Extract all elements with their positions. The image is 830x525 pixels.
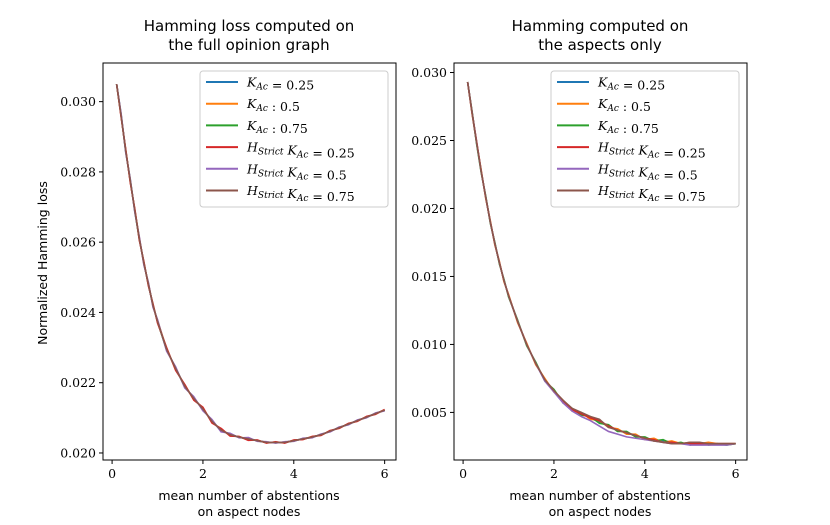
chart-left-title-line-1: Hamming loss computed on [144,17,355,35]
chart-right: Hamming computed on the aspects only mea… [411,17,748,519]
chart-right-xtick-label: 2 [550,466,558,481]
chart-left-legend-entry-2: KAc : 0.5 [246,96,300,114]
chart-right-legend-entry-1: KAc = 0.25 [597,75,665,93]
chart-left-xlabel-line-2: on aspect nodes [198,504,301,519]
chart-right-ticks: 0 2 4 6 0.005 0.010 0.015 0.020 0.025 0.030 [411,65,739,481]
chart-right-series-line-6 [466,81,736,445]
chart-left: Hamming loss computed on the full opinio… [35,17,397,519]
chart-left-title-line-2: the full opinion graph [168,36,329,54]
chart-left-axes-frame [102,62,397,461]
chart-left-xtick-label: 0 [108,466,116,481]
chart-right-ytick-label: 0.025 [411,133,447,148]
chart-left-xlabel-line-1: mean number of abstentions [158,488,339,503]
chart-right-xtick-label: 4 [641,466,649,481]
chart-left-ytick-label: 0.022 [60,375,96,390]
chart-left-legend-entry-3: KAc : 0.75 [246,118,308,136]
chart-left-legend-entry-4: HStrict KAc = 0.25 [246,140,355,161]
chart-left-legend-box [199,70,389,208]
chart-right-ytick-label: 0.030 [411,65,447,80]
chart-right-xtick-label: 6 [732,466,740,481]
chart-right-title-line-2: the aspects only [538,36,662,54]
chart-right-legend: KAc = 0.25 KAc : 0.5 KAc : 0.75 HStrict KAc… [550,70,740,208]
chart-right-title-line-1: Hamming computed on [512,17,689,35]
chart-right-ytick-label: 0.005 [411,405,447,420]
chart-left-ytick-label: 0.024 [60,305,96,320]
chart-left-ytick-label: 0.030 [60,94,96,109]
chart-left-legend: KAc = 0.25 KAc : 0.5 KAc : 0.75 HStrict KAc… [199,70,389,208]
chart-left-series-line-6 [115,83,385,444]
chart-right-legend-entry-3: KAc : 0.75 [597,118,659,136]
chart-left-ticks: 0 2 4 6 0.020 0.022 0.024 0.026 0.028 0.030 [60,94,388,481]
chart-left-ylabel: Normalized Hamming loss [35,181,50,345]
chart-right-xtick-label: 0 [459,466,467,481]
chart-right-xlabel-line-2: on aspect nodes [549,504,652,519]
chart-left-ytick-label: 0.020 [60,445,96,460]
chart-left-xtick-label: 2 [199,466,207,481]
chart-right-ytick-label: 0.020 [411,201,447,216]
chart-right-ytick-label: 0.010 [411,337,447,352]
chart-right-series-lines [466,81,736,446]
chart-right-legend-entry-6: HStrict KAc = 0.75 [597,183,706,204]
chart-right-legend-entry-2: KAc : 0.5 [597,96,651,114]
chart-left-ytick-label: 0.028 [60,164,96,179]
chart-right-axes-frame [453,62,748,461]
chart-right-legend-entry-5: HStrict KAc = 0.5 [597,161,698,182]
chart-left-series-lines [115,83,386,444]
chart-right-ytick-label: 0.015 [411,269,447,284]
chart-left-xtick-label: 6 [381,466,389,481]
chart-right-legend-entry-4: HStrict KAc = 0.25 [597,140,706,161]
chart-left-legend-entry-6: HStrict KAc = 0.75 [246,183,355,204]
chart-left-legend-entry-5: HStrict KAc = 0.5 [246,161,347,182]
chart-right-legend-box [550,70,740,208]
chart-left-ytick-label: 0.026 [60,235,96,250]
chart-left-legend-entry-1: KAc = 0.25 [246,75,314,93]
chart-right-xlabel-line-1: mean number of abstentions [509,488,690,503]
chart-left-xtick-label: 4 [290,466,298,481]
